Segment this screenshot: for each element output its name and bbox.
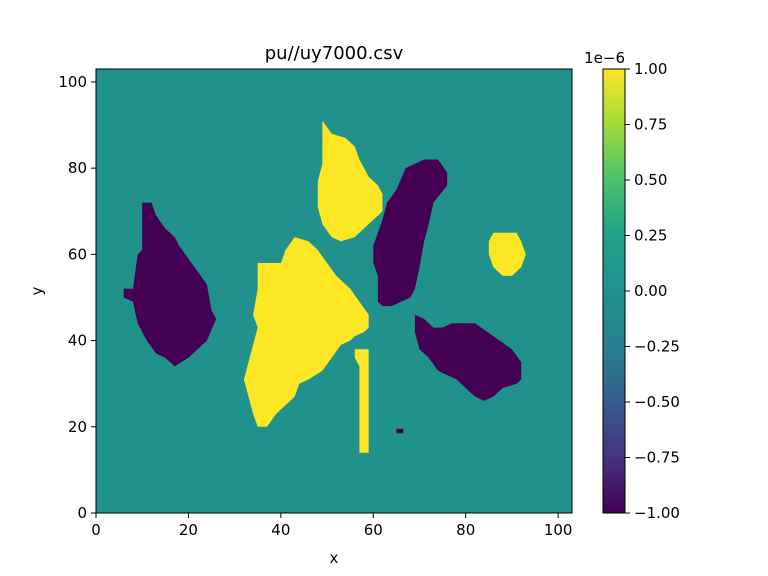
x-tick-label: 40	[271, 521, 290, 539]
colorbar-tick-label: 0.00	[634, 282, 667, 300]
colorbar-tick-label: 0.25	[634, 227, 667, 245]
positive-region-6	[488, 232, 526, 276]
heatmap-regions	[123, 120, 526, 453]
positive-region-5	[317, 120, 383, 242]
negative-region-1	[373, 159, 448, 307]
colorbar-tick-label: −0.50	[634, 393, 680, 411]
y-axis-label: y	[28, 286, 46, 295]
x-tick-label: 80	[456, 521, 475, 539]
negative-region-0	[123, 202, 217, 367]
positive-region-7	[354, 349, 369, 453]
y-axis: 0 20 40 60 80 100	[58, 73, 96, 522]
negative-region-3	[396, 428, 404, 434]
y-tick-label: 0	[77, 504, 87, 522]
colorbar-tick-label: −0.75	[634, 449, 680, 467]
y-tick-label: 100	[58, 73, 87, 91]
colorbar-tick-label: 0.50	[634, 171, 667, 189]
chart-title: pu//uy7000.csv	[265, 43, 404, 64]
y-tick-label: 40	[68, 332, 87, 350]
x-axis: 0 20 40 60 80 100	[91, 513, 572, 539]
y-tick-label: 60	[68, 245, 87, 263]
colorbar-offset-label: 1e−6	[584, 49, 625, 67]
colorbar-tick-label: −1.00	[634, 504, 680, 522]
colorbar	[602, 68, 626, 514]
x-tick-label: 60	[364, 521, 383, 539]
y-tick-label: 20	[68, 418, 87, 436]
colorbar-tick-label: 0.75	[634, 116, 667, 134]
colorbar-tick-label: 1.00	[634, 60, 667, 78]
y-tick-label: 80	[68, 159, 87, 177]
x-tick-label: 100	[544, 521, 573, 539]
x-tick-label: 0	[91, 521, 101, 539]
x-axis-label: x	[330, 549, 339, 567]
colorbar-ticks: −1.00 −0.75 −0.50 −0.25 0.00 0.25 0.50 0.75 1.00	[625, 60, 680, 522]
x-tick-label: 20	[179, 521, 198, 539]
positive-region-4	[243, 237, 369, 427]
plot-frame	[95, 68, 573, 514]
colorbar-tick-label: −0.25	[634, 338, 680, 356]
negative-region-2	[414, 314, 522, 401]
